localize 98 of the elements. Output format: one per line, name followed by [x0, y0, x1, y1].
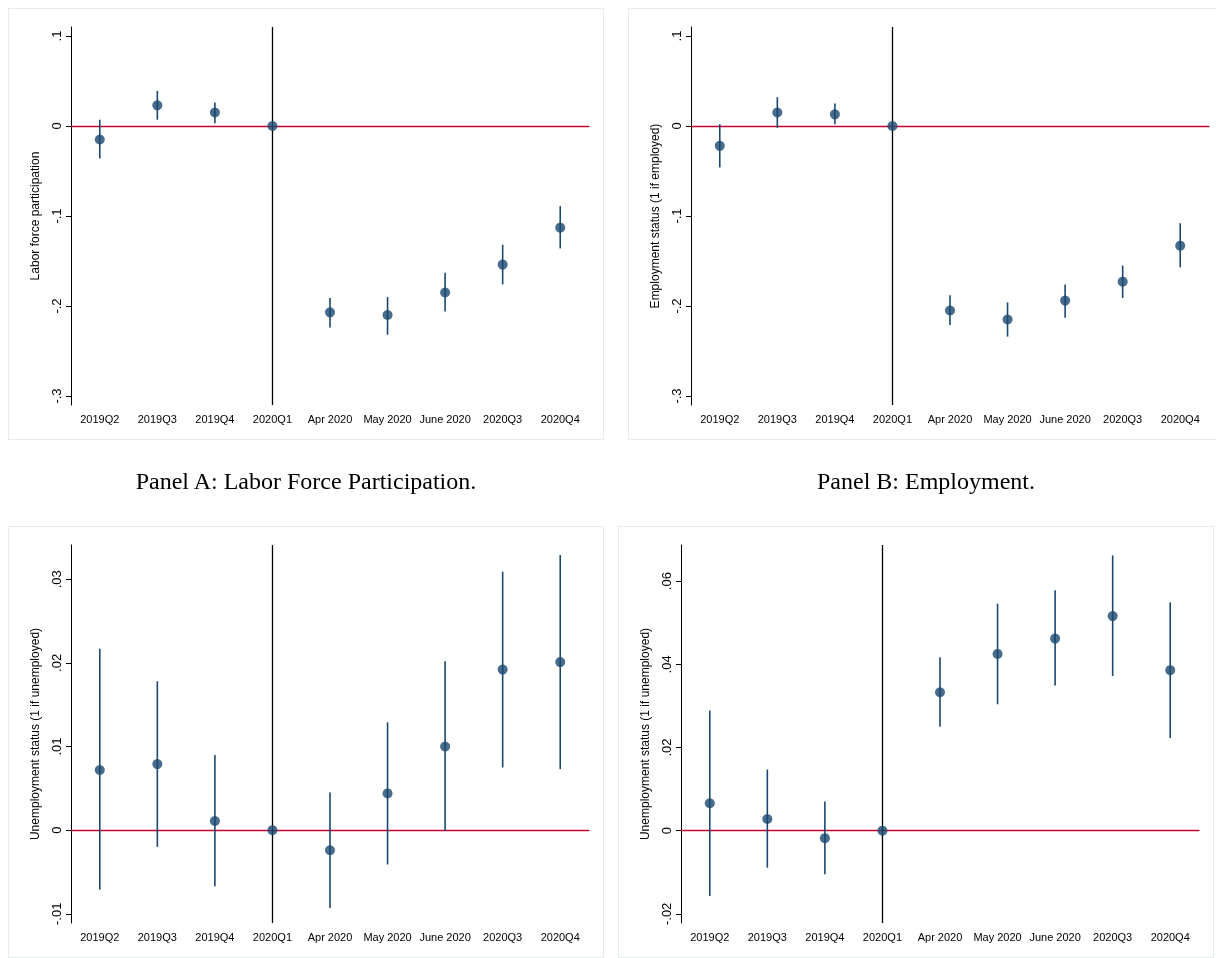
- x-tick-label: 2020Q1: [872, 412, 913, 425]
- point: [555, 222, 566, 233]
- x-tick-label: 2019Q4: [815, 412, 855, 425]
- point: [819, 833, 830, 844]
- y-tick-label: -.3: [669, 388, 684, 404]
- point: [325, 307, 335, 318]
- y-tick-label: -.3: [49, 388, 64, 404]
- point: [829, 109, 840, 120]
- x-tick-label: 2020Q4: [540, 930, 580, 943]
- point: [440, 287, 451, 298]
- x-tick-label: 2019Q3: [747, 930, 787, 943]
- y-tick-label: -.2: [49, 298, 64, 314]
- point: [209, 107, 220, 118]
- point: [1060, 295, 1071, 306]
- y-tick-label: 0: [669, 122, 684, 130]
- point: [935, 687, 945, 698]
- y-tick-label: .02: [659, 738, 674, 757]
- y-tick-label: .02: [49, 653, 64, 672]
- point: [209, 815, 220, 826]
- x-tick-label: 2019Q4: [805, 930, 845, 943]
- x-tick-label: Apr 2020: [917, 930, 963, 943]
- point: [1117, 276, 1128, 287]
- x-tick-label: Apr 2020: [927, 412, 973, 425]
- x-tick-label: June 2020: [419, 930, 471, 943]
- y-tick-label: .04: [659, 655, 674, 674]
- point: [440, 741, 451, 752]
- point: [1165, 665, 1176, 676]
- y-tick-label: .1: [669, 30, 684, 42]
- point: [94, 134, 105, 145]
- point: [945, 305, 955, 316]
- point: [1002, 314, 1013, 325]
- y-tick-label: .06: [659, 572, 674, 591]
- x-tick-label: Apr 2020: [307, 930, 353, 943]
- x-tick-label: May 2020: [983, 412, 1032, 425]
- point: [714, 140, 725, 151]
- point: [877, 825, 888, 836]
- x-tick-label: 2020Q4: [1150, 930, 1190, 943]
- point: [1175, 240, 1186, 251]
- point: [267, 121, 278, 131]
- x-tick-label: 2020Q3: [483, 412, 523, 425]
- x-tick-label: 2019Q4: [195, 412, 235, 425]
- y-tick-label: .01: [49, 737, 64, 756]
- point: [772, 107, 783, 118]
- x-tick-label: 2019Q2: [700, 412, 740, 425]
- point: [887, 121, 898, 131]
- x-tick-label: 2020Q3: [483, 930, 523, 943]
- point: [497, 259, 508, 270]
- point: [555, 657, 566, 668]
- y-tick-label: -.02: [659, 902, 674, 926]
- x-tick-label: 2020Q1: [252, 412, 293, 425]
- x-tick-label: June 2020: [1029, 930, 1081, 943]
- y-tick-label: .1: [49, 30, 64, 42]
- x-tick-label: 2020Q3: [1103, 412, 1143, 425]
- point: [325, 845, 335, 856]
- text: Panel B: Employment.: [816, 468, 1036, 495]
- x-tick-label: 2019Q3: [137, 412, 177, 425]
- y-tick-label: -.01: [49, 902, 64, 925]
- y-axis-title: Unemployment status (1 if unemployed): [28, 627, 42, 841]
- point: [762, 814, 773, 825]
- y-tick-label: -.2: [669, 298, 684, 314]
- x-tick-label: June 2020: [1039, 412, 1091, 425]
- x-tick-label: 2020Q1: [252, 930, 293, 943]
- x-tick-label: 2019Q2: [80, 930, 120, 943]
- x-tick-label: 2019Q4: [195, 930, 235, 943]
- y-axis-title: Labor force participation: [28, 151, 42, 281]
- y-tick-label: -.1: [669, 208, 684, 224]
- point: [704, 798, 715, 809]
- x-tick-label: 2020Q4: [540, 412, 580, 425]
- x-tick-label: 2020Q4: [1160, 412, 1200, 425]
- x-tick-label: May 2020: [363, 930, 412, 943]
- point: [152, 100, 163, 111]
- x-tick-label: 2020Q3: [1093, 930, 1133, 943]
- x-tick-label: May 2020: [363, 412, 412, 425]
- point: [94, 764, 105, 775]
- y-tick-label: 0: [49, 826, 64, 834]
- x-tick-label: Apr 2020: [307, 412, 353, 425]
- x-tick-label: May 2020: [973, 930, 1022, 943]
- point: [152, 759, 163, 770]
- text: Panel A: Labor Force Participation.: [134, 468, 478, 495]
- y-tick-label: -.1: [49, 208, 64, 224]
- y-axis-title: Employment status (1 if employed): [648, 123, 662, 309]
- y-tick-label: 0: [49, 122, 64, 130]
- y-tick-label: .03: [49, 570, 64, 589]
- x-tick-label: 2019Q2: [690, 930, 730, 943]
- point: [267, 825, 278, 836]
- point: [992, 648, 1003, 659]
- point: [382, 788, 393, 799]
- y-tick-label: 0: [659, 827, 674, 835]
- point: [497, 664, 508, 675]
- x-tick-label: 2019Q3: [137, 930, 177, 943]
- point: [1050, 633, 1061, 644]
- x-tick-label: June 2020: [419, 412, 471, 425]
- y-axis-title: Unemployment status (1 if unemployed): [638, 627, 652, 841]
- point: [382, 310, 393, 320]
- x-tick-label: 2020Q1: [862, 930, 903, 943]
- point: [1107, 611, 1118, 622]
- x-tick-label: 2019Q2: [80, 412, 120, 425]
- x-tick-label: 2019Q3: [757, 412, 797, 425]
